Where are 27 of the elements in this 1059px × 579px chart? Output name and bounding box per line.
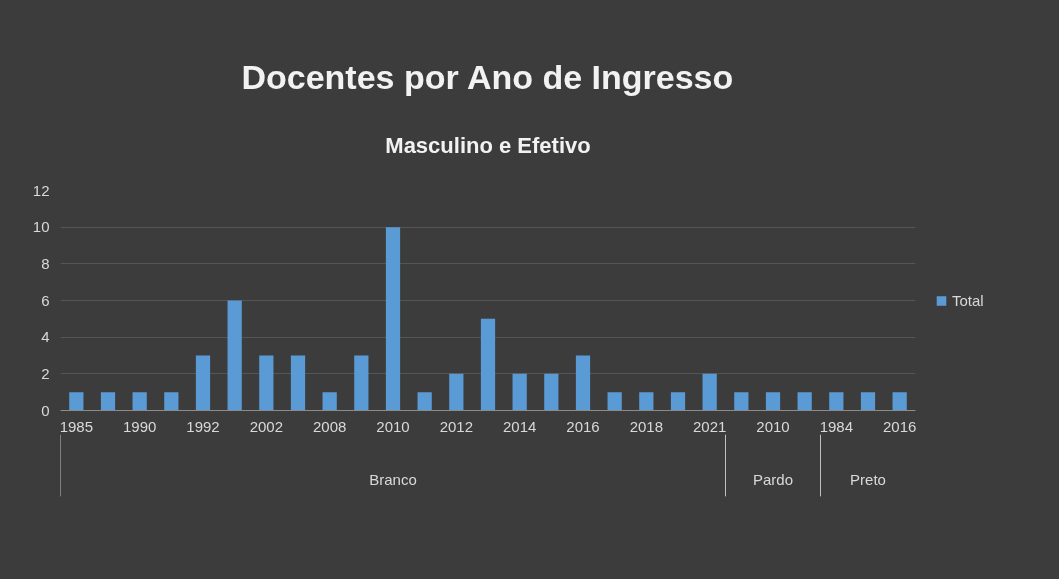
text: Preto: [850, 471, 886, 489]
y-tick-label: 12: [32, 181, 50, 199]
x-tick-label: 2002: [249, 417, 284, 435]
y-tick-label: 2: [41, 364, 50, 382]
text: Branco: [369, 471, 417, 489]
x-tick-label: 2008: [312, 417, 347, 435]
x-tick-label: 2014: [502, 417, 537, 435]
x-tick-label: 1985: [59, 417, 94, 435]
chart-title: Docentes por Ano de Ingresso: [241, 57, 734, 96]
y-tick-label: 8: [41, 254, 50, 272]
legend-label: Total: [952, 291, 984, 309]
x-tick-label: 2018: [629, 417, 664, 435]
x-tick-label: 2016: [566, 417, 600, 435]
x-tick-label: 2010: [376, 417, 410, 435]
x-tick-label: 1984: [819, 417, 854, 435]
x-tick-label: 1990: [122, 417, 157, 435]
chart-subtitle: Masculino e Efetivo: [385, 133, 591, 158]
x-tick-label: 2010: [756, 417, 790, 435]
text: Pardo: [752, 471, 794, 489]
y-tick-label: 4: [41, 328, 50, 346]
x-tick-label: 2016: [882, 417, 917, 435]
x-tick-label: 2012: [439, 417, 474, 435]
y-tick-label: 0: [41, 401, 50, 419]
y-tick-label: 6: [41, 291, 50, 309]
x-tick-label: 1992: [186, 417, 220, 435]
y-tick-label: 10: [32, 218, 50, 236]
x-tick-label: 2021: [692, 417, 727, 435]
